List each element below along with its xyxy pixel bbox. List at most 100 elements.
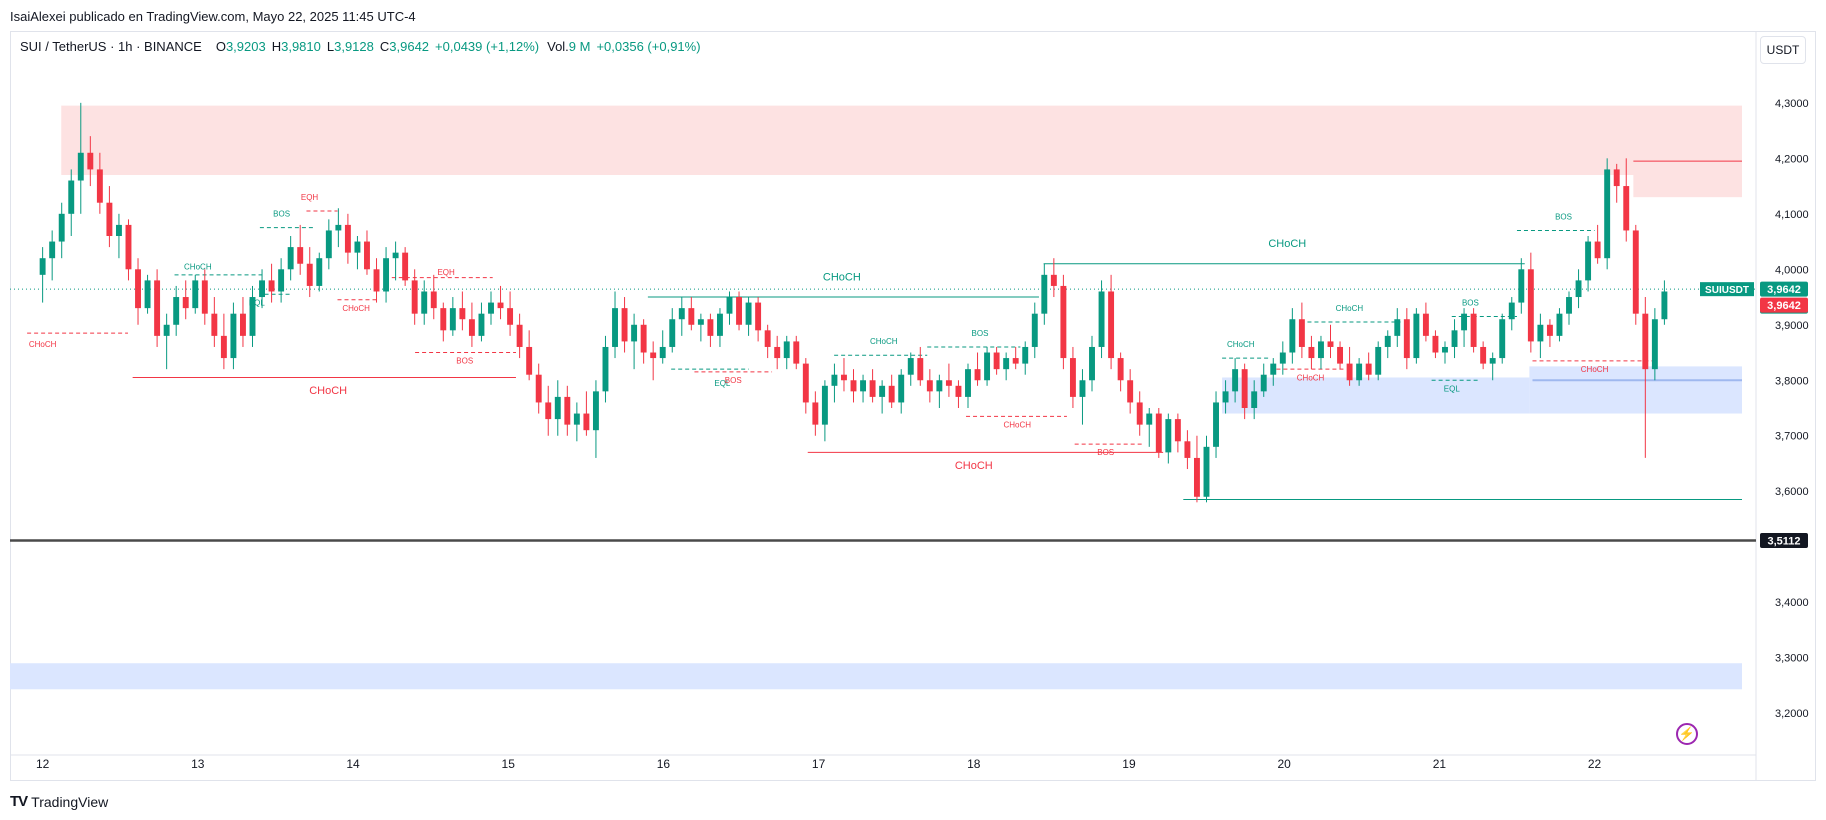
candle-body[interactable] — [650, 352, 657, 359]
candle-body[interactable] — [907, 358, 914, 375]
candle-body[interactable] — [182, 297, 189, 309]
candle-body[interactable] — [678, 308, 685, 320]
candle-body[interactable] — [364, 241, 370, 270]
candle-body[interactable] — [144, 280, 151, 309]
candle-body[interactable] — [1594, 241, 1601, 259]
candle-body[interactable] — [1308, 346, 1315, 359]
candle-body[interactable] — [926, 380, 933, 392]
candle-body[interactable] — [459, 308, 466, 320]
candle-body[interactable] — [268, 280, 275, 292]
candle-body[interactable] — [468, 319, 475, 336]
candle-body[interactable] — [526, 346, 533, 375]
candle-body[interactable] — [106, 202, 113, 236]
candle-body[interactable] — [354, 241, 361, 253]
candle-body[interactable] — [1318, 341, 1324, 359]
candle-body[interactable] — [449, 308, 456, 331]
candle-body[interactable] — [879, 385, 886, 397]
candle-body[interactable] — [488, 302, 494, 314]
candle-body[interactable] — [1394, 319, 1401, 336]
candle-body[interactable] — [1213, 402, 1219, 447]
candle-body[interactable] — [955, 385, 962, 397]
candle-body[interactable] — [898, 374, 905, 403]
candle-body[interactable] — [373, 269, 380, 292]
candle-body[interactable] — [1117, 358, 1124, 381]
candle-body[interactable] — [77, 152, 84, 181]
candle-body[interactable] — [917, 358, 924, 381]
candle-body[interactable] — [249, 297, 256, 336]
candle-body[interactable] — [135, 269, 141, 309]
candle-body[interactable] — [745, 302, 752, 325]
candle-body[interactable] — [1461, 313, 1468, 331]
candle-body[interactable] — [993, 352, 1000, 370]
candle-body[interactable] — [1518, 269, 1525, 303]
candle-body[interactable] — [612, 308, 618, 347]
candle-body[interactable] — [154, 280, 161, 336]
candle-body[interactable] — [49, 241, 56, 259]
candle-body[interactable] — [507, 308, 514, 325]
candle-body[interactable] — [860, 380, 867, 392]
candle-body[interactable] — [716, 313, 723, 336]
candle-body[interactable] — [545, 402, 552, 420]
candle-body[interactable] — [1165, 419, 1172, 453]
candle-body[interactable] — [1613, 169, 1620, 187]
candle-body[interactable] — [1003, 358, 1010, 370]
candle-body[interactable] — [1480, 346, 1487, 364]
candle-body[interactable] — [1146, 413, 1153, 425]
candle-body[interactable] — [383, 258, 390, 292]
candle-body[interactable] — [564, 396, 571, 425]
candle-body[interactable] — [984, 352, 991, 381]
candle-body[interactable] — [68, 180, 75, 214]
candle-body[interactable] — [1489, 358, 1496, 364]
candle-body[interactable] — [1375, 346, 1382, 375]
candle-body[interactable] — [774, 346, 781, 359]
candle-body[interactable] — [659, 346, 666, 359]
candle-body[interactable] — [1384, 335, 1391, 347]
candle-body[interactable] — [1089, 346, 1095, 381]
candle-body[interactable] — [1193, 457, 1200, 497]
candle-body[interactable] — [631, 324, 638, 342]
candle-body[interactable] — [306, 263, 313, 286]
candle-body[interactable] — [1108, 291, 1115, 359]
candle-body[interactable] — [1155, 413, 1162, 453]
candle-body[interactable] — [554, 396, 561, 420]
candle-body[interactable] — [497, 302, 504, 309]
candle-body[interactable] — [1508, 302, 1515, 320]
candle-body[interactable] — [821, 385, 828, 425]
candle-body[interactable] — [325, 230, 332, 259]
candle-body[interactable] — [192, 280, 199, 309]
candle-body[interactable] — [1642, 313, 1649, 370]
lightning-icon[interactable]: ⚡ — [1676, 723, 1698, 745]
candle-body[interactable] — [1413, 313, 1420, 359]
candle-body[interactable] — [1604, 169, 1611, 259]
candle-body[interactable] — [669, 319, 676, 347]
candle-body[interactable] — [726, 297, 733, 314]
candle-body[interactable] — [640, 324, 647, 353]
candle-body[interactable] — [1556, 313, 1563, 336]
candle-body[interactable] — [1241, 369, 1248, 408]
candle-body[interactable] — [1251, 391, 1258, 408]
candle-body[interactable] — [173, 297, 180, 325]
candle-body[interactable] — [39, 258, 46, 275]
candle-body[interactable] — [1566, 297, 1572, 314]
candle-body[interactable] — [1470, 313, 1477, 347]
candle-body[interactable] — [573, 413, 580, 425]
candle-body[interactable] — [802, 363, 809, 403]
candle-body[interactable] — [888, 385, 895, 403]
candle-body[interactable] — [583, 413, 590, 431]
candle-body[interactable] — [230, 313, 237, 359]
candle-body[interactable] — [1661, 291, 1668, 320]
candle-body[interactable] — [278, 269, 285, 292]
candle-body[interactable] — [440, 308, 447, 331]
candle-body[interactable] — [1279, 352, 1286, 364]
candle-body[interactable] — [96, 169, 103, 203]
candle-body[interactable] — [1365, 363, 1372, 375]
candle-body[interactable] — [1499, 319, 1506, 359]
candle-body[interactable] — [1203, 446, 1210, 497]
candle-body[interactable] — [965, 369, 971, 397]
candle-body[interactable] — [1031, 313, 1038, 347]
candle-body[interactable] — [259, 280, 265, 298]
candle-body[interactable] — [1222, 391, 1229, 403]
candle-body[interactable] — [535, 374, 542, 403]
candle-body[interactable] — [592, 391, 599, 431]
candle-body[interactable] — [1451, 330, 1458, 347]
